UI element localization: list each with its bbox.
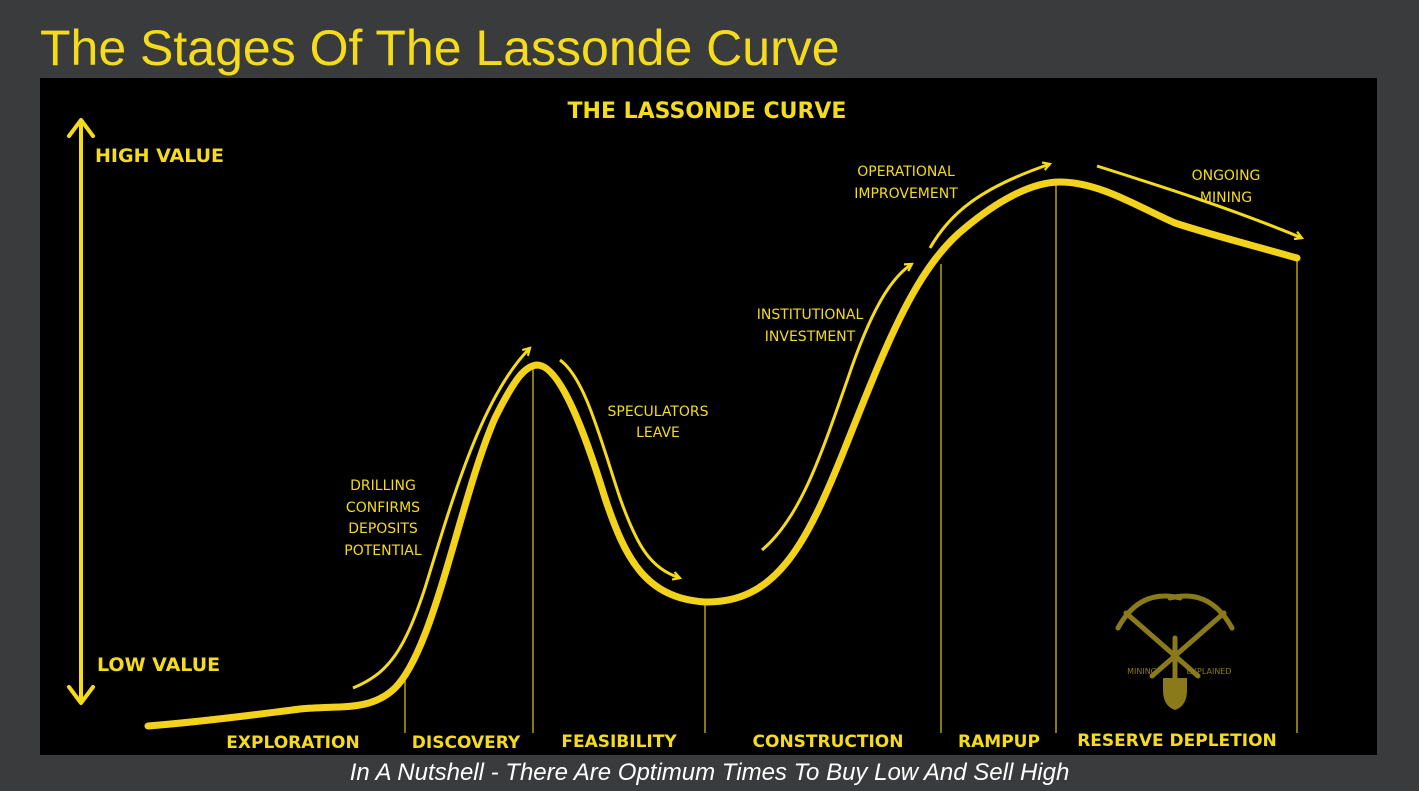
- stage-dividers: [404, 182, 1298, 733]
- mining-explained-logo: MINING EXPLAINED: [1115, 593, 1235, 710]
- speculators-line-2: LEAVE: [636, 425, 680, 441]
- speculators-annotation: SPECULATORS LEAVE: [608, 404, 709, 441]
- operational-line-1: OPERATIONAL: [857, 164, 955, 180]
- ongoing-annotation: ONGOING MINING: [1192, 168, 1261, 206]
- stage-exploration: EXPLORATION: [226, 733, 359, 753]
- shovel-icon: [1163, 678, 1187, 710]
- diagram-title: THE LASSONDE CURVE: [568, 99, 847, 124]
- stage-rampup: RAMPUP: [958, 732, 1040, 752]
- speculators-line-1: SPECULATORS: [608, 404, 709, 420]
- drilling-line-4: POTENTIAL: [344, 543, 422, 559]
- institutional-arrow: [761, 262, 912, 552]
- speculators-arrow: [559, 358, 680, 578]
- stage-feasibility: FEASIBILITY: [561, 732, 677, 752]
- institutional-line-2: INVESTMENT: [765, 329, 856, 345]
- drilling-line-1: DRILLING: [350, 478, 416, 494]
- stage-reserve-depletion: RESERVE DEPLETION: [1077, 731, 1277, 751]
- lassonde-curve: [144, 178, 1301, 730]
- stage-labels: EXPLORATION DISCOVERY FEASIBILITY CONSTR…: [226, 731, 1276, 753]
- ongoing-line-2: MINING: [1200, 190, 1252, 206]
- lassonde-diagram: THE LASSONDE CURVE HIGH VALUE LOW VALUE: [67, 99, 1377, 753]
- institutional-line-1: INSTITUTIONAL: [757, 307, 864, 323]
- pickaxes-icon: [1115, 593, 1235, 686]
- institutional-annotation: INSTITUTIONAL INVESTMENT: [757, 307, 864, 345]
- ongoing-line-1: ONGOING: [1192, 168, 1261, 184]
- drilling-line-3: DEPOSITS: [348, 521, 418, 537]
- value-axis: [67, 118, 95, 705]
- stage-construction: CONSTRUCTION: [753, 732, 904, 752]
- drilling-line-2: CONFIRMS: [346, 500, 420, 516]
- logo-right-text: EXPLAINED: [1186, 667, 1231, 676]
- drilling-annotation: DRILLING CONFIRMS DEPOSITS POTENTIAL: [344, 478, 422, 559]
- operational-line-2: IMPROVEMENT: [854, 186, 958, 202]
- operational-annotation: OPERATIONAL IMPROVEMENT: [854, 164, 958, 202]
- high-value-label: HIGH VALUE: [95, 145, 224, 167]
- axis-arrow-down-icon: [67, 685, 95, 705]
- diagram-panel: THE LASSONDE CURVE HIGH VALUE LOW VALUE: [40, 78, 1377, 755]
- low-value-label: LOW VALUE: [97, 654, 220, 676]
- operational-arrow: [928, 164, 1050, 249]
- ongoing-arrow: [1096, 164, 1302, 238]
- axis-arrow-up-icon: [67, 118, 95, 138]
- slide-caption: In A Nutshell - There Are Optimum Times …: [349, 759, 1070, 786]
- drilling-arrow: [352, 348, 530, 690]
- slide-title: The Stages Of The Lassonde Curve: [40, 20, 840, 76]
- stage-discovery: DISCOVERY: [412, 733, 521, 753]
- logo-left-text: MINING: [1127, 667, 1157, 676]
